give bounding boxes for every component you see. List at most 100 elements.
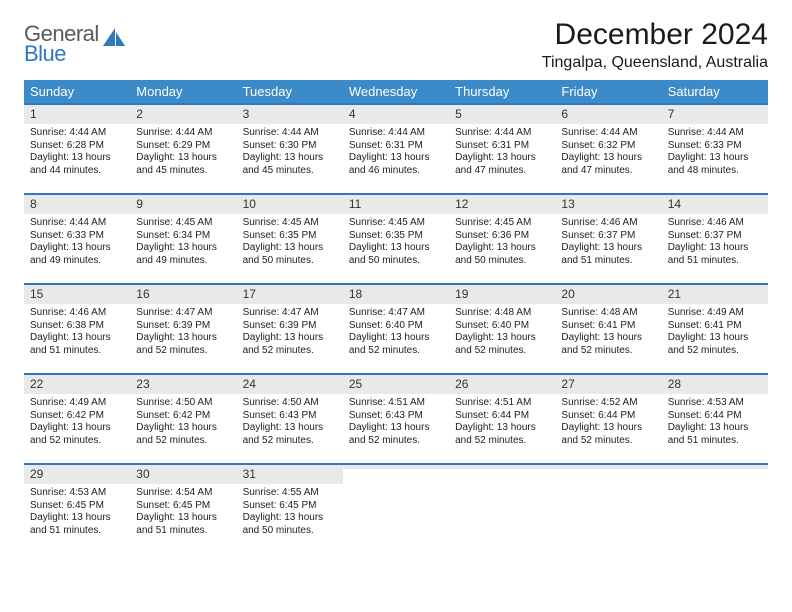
sunset-text: Sunset: 6:39 PM bbox=[243, 320, 337, 333]
sunrise-text: Sunrise: 4:44 AM bbox=[30, 127, 124, 140]
day-body: Sunrise: 4:44 AMSunset: 6:33 PMDaylight:… bbox=[662, 124, 768, 183]
day-cell: 30Sunrise: 4:54 AMSunset: 6:45 PMDayligh… bbox=[130, 465, 236, 553]
day-number: 31 bbox=[237, 465, 343, 484]
sunset-text: Sunset: 6:37 PM bbox=[668, 230, 762, 243]
daylight-text: Daylight: 13 hours and 52 minutes. bbox=[136, 332, 230, 357]
day-cell: 24Sunrise: 4:50 AMSunset: 6:43 PMDayligh… bbox=[237, 375, 343, 463]
sunset-text: Sunset: 6:33 PM bbox=[30, 230, 124, 243]
day-cell: 7Sunrise: 4:44 AMSunset: 6:33 PMDaylight… bbox=[662, 105, 768, 193]
day-cell: 6Sunrise: 4:44 AMSunset: 6:32 PMDaylight… bbox=[555, 105, 661, 193]
sunset-text: Sunset: 6:44 PM bbox=[561, 410, 655, 423]
title-block: December 2024 Tingalpa, Queensland, Aust… bbox=[542, 18, 768, 72]
daylight-text: Daylight: 13 hours and 51 minutes. bbox=[136, 512, 230, 537]
sunset-text: Sunset: 6:36 PM bbox=[455, 230, 549, 243]
sunrise-text: Sunrise: 4:46 AM bbox=[30, 307, 124, 320]
day-body: Sunrise: 4:55 AMSunset: 6:45 PMDaylight:… bbox=[237, 484, 343, 543]
sunset-text: Sunset: 6:30 PM bbox=[243, 140, 337, 153]
day-body: Sunrise: 4:47 AMSunset: 6:39 PMDaylight:… bbox=[130, 304, 236, 363]
day-cell: 10Sunrise: 4:45 AMSunset: 6:35 PMDayligh… bbox=[237, 195, 343, 283]
daylight-text: Daylight: 13 hours and 52 minutes. bbox=[455, 332, 549, 357]
day-body: Sunrise: 4:51 AMSunset: 6:43 PMDaylight:… bbox=[343, 394, 449, 453]
day-cell: 18Sunrise: 4:47 AMSunset: 6:40 PMDayligh… bbox=[343, 285, 449, 373]
day-body: Sunrise: 4:44 AMSunset: 6:33 PMDaylight:… bbox=[24, 214, 130, 273]
sunset-text: Sunset: 6:34 PM bbox=[136, 230, 230, 243]
day-number: 3 bbox=[237, 105, 343, 124]
day-cell: 12Sunrise: 4:45 AMSunset: 6:36 PMDayligh… bbox=[449, 195, 555, 283]
sunrise-text: Sunrise: 4:50 AM bbox=[243, 397, 337, 410]
daylight-text: Daylight: 13 hours and 49 minutes. bbox=[136, 242, 230, 267]
daylight-text: Daylight: 13 hours and 52 minutes. bbox=[668, 332, 762, 357]
sunrise-text: Sunrise: 4:45 AM bbox=[243, 217, 337, 230]
daylight-text: Daylight: 13 hours and 50 minutes. bbox=[349, 242, 443, 267]
day-body: Sunrise: 4:44 AMSunset: 6:29 PMDaylight:… bbox=[130, 124, 236, 183]
daylight-text: Daylight: 13 hours and 47 minutes. bbox=[455, 152, 549, 177]
day-cell: 21Sunrise: 4:49 AMSunset: 6:41 PMDayligh… bbox=[662, 285, 768, 373]
day-body: Sunrise: 4:50 AMSunset: 6:43 PMDaylight:… bbox=[237, 394, 343, 453]
logo-line2: Blue bbox=[24, 44, 99, 64]
sunset-text: Sunset: 6:35 PM bbox=[349, 230, 443, 243]
day-cell: 31Sunrise: 4:55 AMSunset: 6:45 PMDayligh… bbox=[237, 465, 343, 553]
day-number: 6 bbox=[555, 105, 661, 124]
sunset-text: Sunset: 6:29 PM bbox=[136, 140, 230, 153]
daylight-text: Daylight: 13 hours and 47 minutes. bbox=[561, 152, 655, 177]
day-body: Sunrise: 4:46 AMSunset: 6:38 PMDaylight:… bbox=[24, 304, 130, 363]
day-cell: 9Sunrise: 4:45 AMSunset: 6:34 PMDaylight… bbox=[130, 195, 236, 283]
daylight-text: Daylight: 13 hours and 51 minutes. bbox=[561, 242, 655, 267]
sunrise-text: Sunrise: 4:44 AM bbox=[349, 127, 443, 140]
sunrise-text: Sunrise: 4:44 AM bbox=[455, 127, 549, 140]
daylight-text: Daylight: 13 hours and 52 minutes. bbox=[243, 422, 337, 447]
sunset-text: Sunset: 6:40 PM bbox=[349, 320, 443, 333]
daylight-text: Daylight: 13 hours and 51 minutes. bbox=[30, 512, 124, 537]
sunset-text: Sunset: 6:45 PM bbox=[243, 500, 337, 513]
day-body: Sunrise: 4:45 AMSunset: 6:35 PMDaylight:… bbox=[343, 214, 449, 273]
daylight-text: Daylight: 13 hours and 44 minutes. bbox=[30, 152, 124, 177]
day-body: Sunrise: 4:44 AMSunset: 6:30 PMDaylight:… bbox=[237, 124, 343, 183]
daylight-text: Daylight: 13 hours and 52 minutes. bbox=[30, 422, 124, 447]
daylight-text: Daylight: 13 hours and 49 minutes. bbox=[30, 242, 124, 267]
sunrise-text: Sunrise: 4:45 AM bbox=[349, 217, 443, 230]
sunset-text: Sunset: 6:32 PM bbox=[561, 140, 655, 153]
sunrise-text: Sunrise: 4:53 AM bbox=[30, 487, 124, 500]
day-number: 20 bbox=[555, 285, 661, 304]
day-number: 5 bbox=[449, 105, 555, 124]
day-number: 23 bbox=[130, 375, 236, 394]
sunset-text: Sunset: 6:45 PM bbox=[136, 500, 230, 513]
day-cell: 29Sunrise: 4:53 AMSunset: 6:45 PMDayligh… bbox=[24, 465, 130, 553]
month-title: December 2024 bbox=[542, 18, 768, 52]
sunrise-text: Sunrise: 4:52 AM bbox=[561, 397, 655, 410]
day-number: 18 bbox=[343, 285, 449, 304]
daylight-text: Daylight: 13 hours and 51 minutes. bbox=[30, 332, 124, 357]
sunrise-text: Sunrise: 4:46 AM bbox=[561, 217, 655, 230]
sunrise-text: Sunrise: 4:49 AM bbox=[668, 307, 762, 320]
day-cell: 23Sunrise: 4:50 AMSunset: 6:42 PMDayligh… bbox=[130, 375, 236, 463]
daylight-text: Daylight: 13 hours and 52 minutes. bbox=[243, 332, 337, 357]
day-cell: 1Sunrise: 4:44 AMSunset: 6:28 PMDaylight… bbox=[24, 105, 130, 193]
day-cell: 19Sunrise: 4:48 AMSunset: 6:40 PMDayligh… bbox=[449, 285, 555, 373]
sunset-text: Sunset: 6:44 PM bbox=[668, 410, 762, 423]
day-body bbox=[343, 469, 449, 478]
sunset-text: Sunset: 6:38 PM bbox=[30, 320, 124, 333]
daylight-text: Daylight: 13 hours and 50 minutes. bbox=[243, 512, 337, 537]
dow-monday: Monday bbox=[130, 80, 236, 103]
day-number: 11 bbox=[343, 195, 449, 214]
day-body bbox=[555, 469, 661, 478]
week-row: 8Sunrise: 4:44 AMSunset: 6:33 PMDaylight… bbox=[24, 193, 768, 283]
sunset-text: Sunset: 6:44 PM bbox=[455, 410, 549, 423]
day-cell: 26Sunrise: 4:51 AMSunset: 6:44 PMDayligh… bbox=[449, 375, 555, 463]
day-body: Sunrise: 4:49 AMSunset: 6:41 PMDaylight:… bbox=[662, 304, 768, 363]
sunset-text: Sunset: 6:35 PM bbox=[243, 230, 337, 243]
day-body: Sunrise: 4:52 AMSunset: 6:44 PMDaylight:… bbox=[555, 394, 661, 453]
day-body: Sunrise: 4:53 AMSunset: 6:44 PMDaylight:… bbox=[662, 394, 768, 453]
dow-tuesday: Tuesday bbox=[237, 80, 343, 103]
day-number: 13 bbox=[555, 195, 661, 214]
day-cell bbox=[555, 465, 661, 553]
sunset-text: Sunset: 6:40 PM bbox=[455, 320, 549, 333]
week-row: 15Sunrise: 4:46 AMSunset: 6:38 PMDayligh… bbox=[24, 283, 768, 373]
day-cell: 16Sunrise: 4:47 AMSunset: 6:39 PMDayligh… bbox=[130, 285, 236, 373]
daylight-text: Daylight: 13 hours and 51 minutes. bbox=[668, 242, 762, 267]
day-number: 21 bbox=[662, 285, 768, 304]
sunrise-text: Sunrise: 4:47 AM bbox=[349, 307, 443, 320]
day-body: Sunrise: 4:48 AMSunset: 6:41 PMDaylight:… bbox=[555, 304, 661, 363]
daylight-text: Daylight: 13 hours and 46 minutes. bbox=[349, 152, 443, 177]
day-body: Sunrise: 4:54 AMSunset: 6:45 PMDaylight:… bbox=[130, 484, 236, 543]
